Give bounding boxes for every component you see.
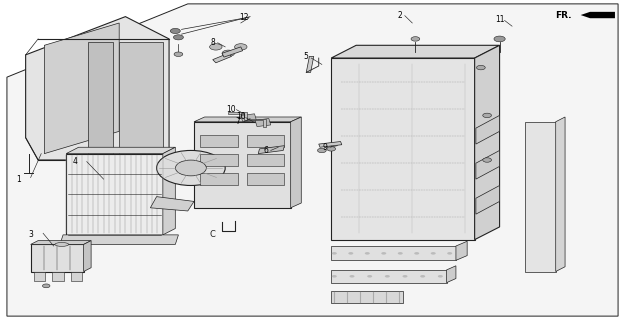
Circle shape (318, 148, 326, 153)
Text: 8: 8 (211, 38, 215, 47)
Polygon shape (474, 45, 499, 240)
Polygon shape (456, 241, 467, 260)
Circle shape (402, 275, 408, 277)
Polygon shape (476, 116, 499, 144)
Polygon shape (331, 45, 499, 58)
FancyBboxPatch shape (200, 154, 238, 166)
Polygon shape (84, 241, 91, 271)
FancyBboxPatch shape (247, 173, 284, 186)
Circle shape (327, 147, 336, 151)
Circle shape (448, 252, 452, 255)
Polygon shape (228, 112, 247, 120)
Polygon shape (241, 114, 256, 122)
Circle shape (157, 150, 225, 186)
Circle shape (222, 50, 234, 56)
FancyBboxPatch shape (52, 271, 64, 281)
Circle shape (420, 275, 425, 277)
Circle shape (349, 275, 354, 277)
Circle shape (398, 252, 402, 255)
Polygon shape (581, 12, 615, 18)
Circle shape (171, 28, 180, 34)
Circle shape (411, 37, 420, 41)
FancyBboxPatch shape (200, 173, 238, 186)
Polygon shape (476, 186, 499, 214)
Polygon shape (247, 119, 266, 126)
Polygon shape (255, 119, 271, 126)
Text: 5: 5 (304, 52, 309, 61)
FancyBboxPatch shape (71, 271, 82, 281)
Circle shape (209, 44, 222, 50)
Text: 12: 12 (239, 13, 249, 22)
Text: 1: 1 (16, 175, 21, 184)
Polygon shape (331, 246, 456, 260)
Circle shape (385, 275, 390, 277)
Text: 4: 4 (73, 157, 78, 166)
Polygon shape (331, 270, 447, 283)
Polygon shape (7, 4, 618, 316)
Circle shape (381, 252, 386, 255)
Circle shape (348, 252, 353, 255)
Circle shape (482, 113, 491, 118)
Polygon shape (476, 150, 499, 179)
Polygon shape (319, 141, 342, 147)
Circle shape (482, 158, 491, 162)
Polygon shape (31, 241, 91, 244)
Circle shape (234, 44, 247, 50)
Polygon shape (331, 58, 474, 240)
Circle shape (367, 275, 372, 277)
Circle shape (438, 275, 443, 277)
Text: 2: 2 (398, 11, 402, 20)
Polygon shape (66, 147, 175, 154)
Text: 3: 3 (28, 230, 33, 239)
Text: C: C (210, 230, 216, 239)
Circle shape (332, 275, 337, 277)
Text: 6: 6 (263, 146, 268, 155)
Polygon shape (524, 122, 556, 271)
Polygon shape (26, 17, 169, 160)
Polygon shape (60, 235, 178, 244)
Polygon shape (213, 53, 231, 63)
Polygon shape (88, 42, 113, 154)
Circle shape (176, 160, 206, 176)
FancyBboxPatch shape (247, 134, 284, 147)
Text: 11: 11 (495, 15, 504, 24)
FancyBboxPatch shape (247, 154, 284, 166)
Circle shape (174, 52, 182, 56)
Text: 9: 9 (322, 143, 328, 152)
Circle shape (414, 252, 419, 255)
Polygon shape (163, 147, 175, 235)
FancyBboxPatch shape (200, 134, 238, 147)
Polygon shape (291, 117, 301, 208)
Polygon shape (194, 122, 291, 208)
Circle shape (173, 35, 183, 40)
Polygon shape (306, 56, 314, 72)
Polygon shape (258, 146, 284, 154)
Text: 7: 7 (235, 117, 240, 126)
Polygon shape (119, 42, 163, 154)
Circle shape (365, 252, 370, 255)
Circle shape (332, 252, 337, 255)
Polygon shape (44, 23, 119, 154)
Circle shape (431, 252, 436, 255)
Text: 10: 10 (227, 105, 236, 114)
Ellipse shape (55, 243, 69, 246)
FancyBboxPatch shape (66, 154, 163, 235)
Polygon shape (194, 117, 301, 122)
FancyBboxPatch shape (31, 244, 84, 271)
Polygon shape (151, 197, 194, 211)
Text: FR.: FR. (556, 11, 572, 20)
Circle shape (42, 284, 50, 288)
Circle shape (494, 36, 505, 42)
Polygon shape (331, 291, 403, 303)
Circle shape (476, 65, 485, 70)
Polygon shape (556, 117, 565, 271)
Text: 10: 10 (236, 113, 246, 122)
Polygon shape (222, 47, 243, 57)
Polygon shape (447, 266, 456, 283)
FancyBboxPatch shape (34, 271, 45, 281)
